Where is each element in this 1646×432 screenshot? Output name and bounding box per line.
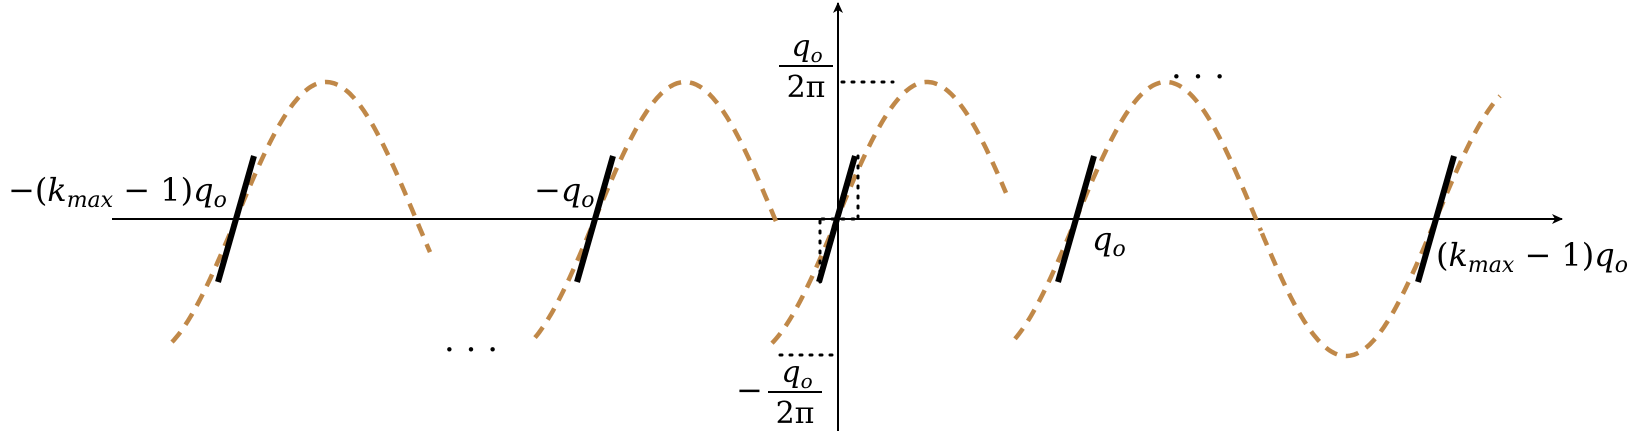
curve-piece-3 bbox=[770, 79, 1009, 345]
label-top-fraction: qo 2π bbox=[779, 29, 833, 105]
label-q0: qo bbox=[1092, 220, 1126, 262]
svg-text:qo: qo bbox=[1092, 220, 1126, 262]
linear-segment-3 bbox=[816, 155, 858, 283]
svg-text:qo: qo bbox=[781, 355, 812, 393]
linear-segment-1 bbox=[215, 155, 257, 283]
curve-piece-2 bbox=[533, 79, 780, 340]
curve-piece-1 bbox=[170, 79, 433, 344]
label-neg-kmax: −(kmax − 1)qo bbox=[8, 171, 227, 213]
dashed-curve bbox=[170, 79, 1502, 359]
svg-text:2π: 2π bbox=[787, 70, 826, 105]
ellipsis-upper: · · · bbox=[1171, 57, 1225, 97]
svg-text:−(kmax − 1)qo: −(kmax − 1)qo bbox=[8, 171, 227, 213]
dotted-guides bbox=[778, 80, 895, 357]
curve-piece-5 bbox=[1259, 94, 1502, 359]
linear-segment-5 bbox=[1415, 155, 1457, 283]
linear-segments bbox=[215, 155, 1457, 283]
svg-text:qo: qo bbox=[791, 29, 822, 67]
curve-piece-4 bbox=[1013, 79, 1264, 341]
ellipsis-lower: · · · bbox=[444, 330, 498, 370]
label-bottom-fraction: − qo 2π bbox=[736, 355, 822, 431]
svg-text:2π: 2π bbox=[776, 396, 815, 431]
label-neg-q0: −qo bbox=[534, 171, 595, 213]
label-pos-kmax: (kmax − 1)qo bbox=[1436, 236, 1628, 278]
svg-text:(kmax − 1)qo: (kmax − 1)qo bbox=[1436, 236, 1628, 278]
linear-segment-4 bbox=[1055, 155, 1097, 283]
linear-segment-2 bbox=[574, 155, 616, 283]
svg-text:−: − bbox=[736, 371, 763, 409]
svg-text:−qo: −qo bbox=[534, 171, 595, 213]
